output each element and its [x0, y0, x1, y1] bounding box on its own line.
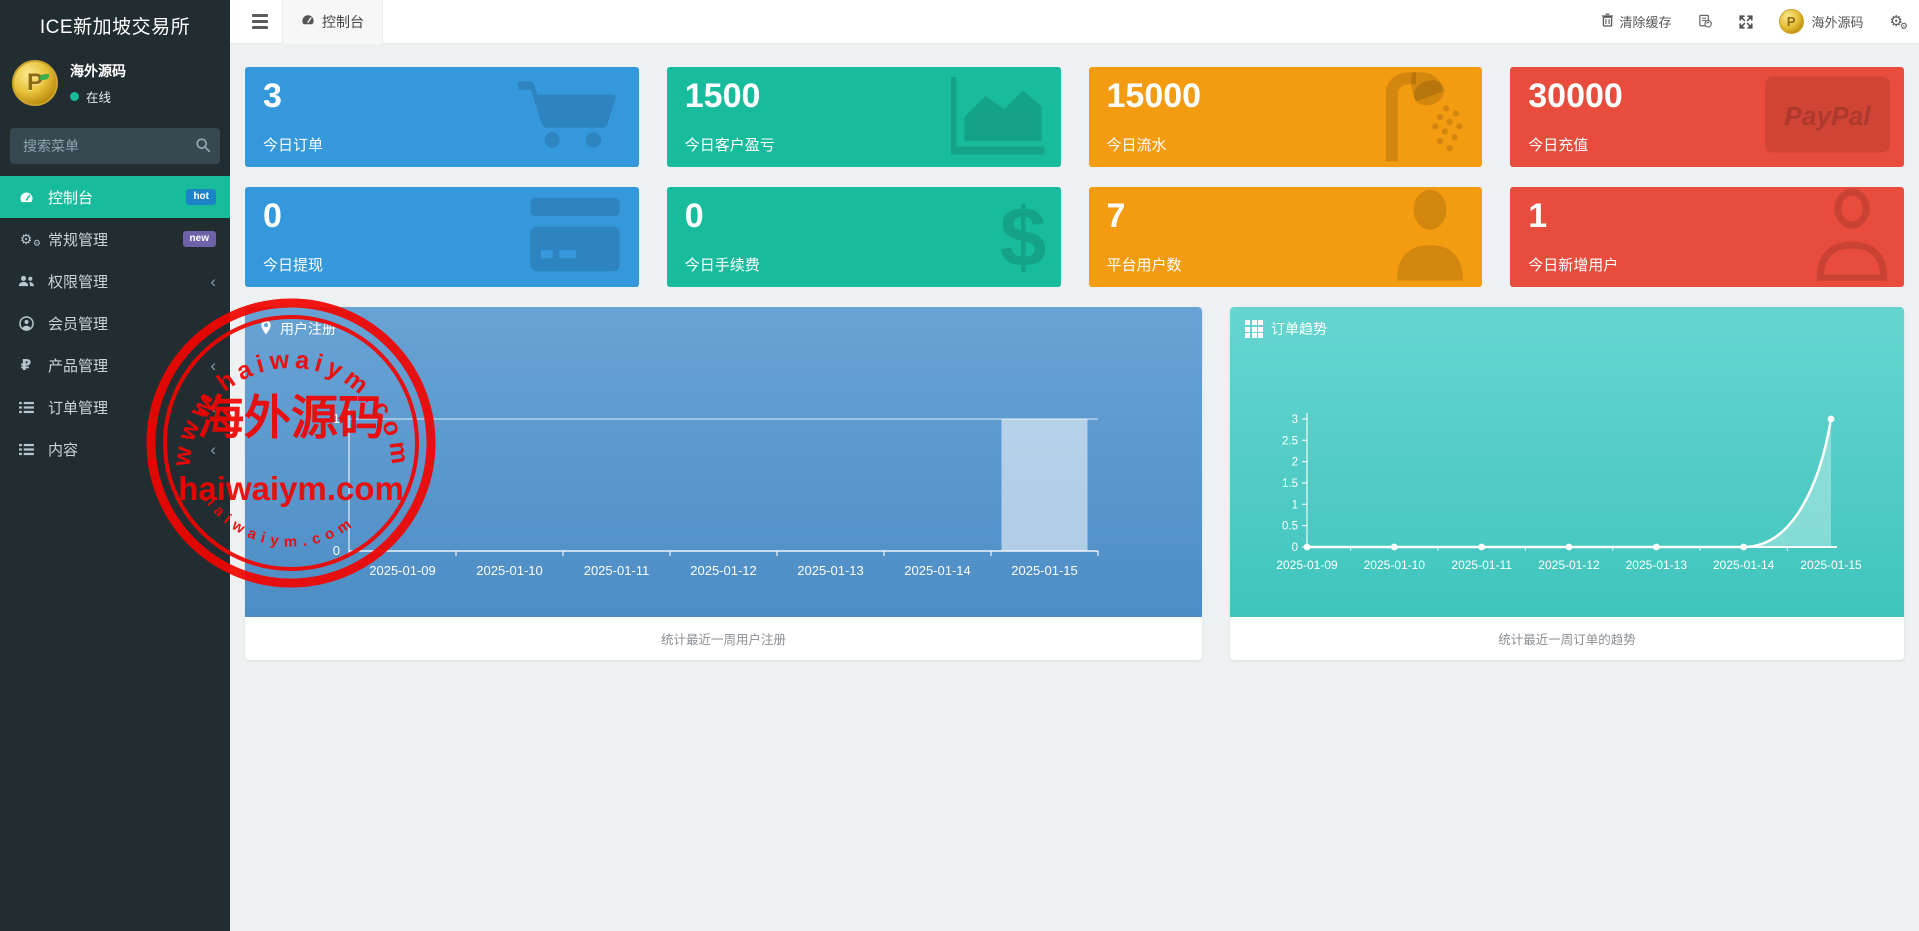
- svg-text:2025-01-15: 2025-01-15: [1800, 558, 1862, 572]
- user-outline-icon: [1814, 188, 1890, 286]
- new-badge: new: [182, 231, 216, 247]
- sidebar-item-members[interactable]: 会员管理 ‹: [0, 302, 230, 344]
- online-dot-icon: [70, 91, 79, 101]
- settings-gears-icon[interactable]: ⚙ ⚙: [1889, 13, 1908, 31]
- list-icon: [16, 401, 36, 414]
- cogs-icon: ⚙ ⚙: [19, 231, 41, 248]
- tab-dashboard[interactable]: 控制台: [282, 0, 383, 44]
- svg-text:1.5: 1.5: [1282, 478, 1298, 490]
- svg-text:1: 1: [1292, 499, 1298, 511]
- sidebar-menu: 控制台 hot ⚙ ⚙ 常规管理 new 权限管理 ‹ 会员管理 ‹: [0, 176, 230, 470]
- dashboard-icon: [16, 190, 36, 205]
- grid-icon: [1245, 320, 1263, 338]
- sidebar-user-name: 海外源码: [70, 62, 126, 79]
- svg-text:2025-01-14: 2025-01-14: [1713, 558, 1775, 572]
- panel-user-registration: 用户注册 0 1 2025-01-09 2025-01-10 2025-01-11 202…: [245, 307, 1202, 660]
- sidebar-user-panel: P 海外源码 在线: [0, 50, 230, 120]
- navbar-user-name: 海外源码: [1811, 15, 1864, 30]
- card-today-flow[interactable]: 15000 今日流水: [1088, 67, 1483, 167]
- check-update-icon[interactable]: [1698, 14, 1713, 29]
- svg-text:2025-01-11: 2025-01-11: [1451, 558, 1512, 572]
- svg-text:2025-01-09: 2025-01-09: [369, 563, 436, 578]
- search-input[interactable]: [10, 128, 220, 164]
- chart-title: 用户注册: [280, 321, 336, 337]
- user-circle-icon: [16, 315, 36, 331]
- svg-text:2: 2: [1292, 457, 1298, 469]
- svg-text:2025-01-15: 2025-01-15: [1011, 563, 1078, 578]
- card-today-orders[interactable]: 3 今日订单: [245, 67, 639, 167]
- shower-icon: [1376, 68, 1468, 167]
- sidebar-item-dashboard[interactable]: 控制台 hot: [0, 176, 230, 218]
- svg-text:2025-01-13: 2025-01-13: [1626, 558, 1688, 572]
- dashboard-content: 3 今日订单 1500 今日客户盈亏 15000 今日流水: [230, 44, 1919, 931]
- map-marker-icon: [260, 320, 272, 338]
- list-icon: [16, 443, 36, 456]
- chevron-left-icon: ‹: [210, 271, 216, 291]
- chevron-left-icon: ‹: [210, 439, 216, 459]
- card-today-withdraw[interactable]: 0 今日提现: [245, 187, 639, 287]
- navbar-user-menu[interactable]: P 海外源码: [1778, 9, 1864, 34]
- sidebar-item-auth[interactable]: 权限管理 ‹: [0, 260, 230, 302]
- hot-badge: hot: [186, 189, 216, 205]
- sidebar-item-general[interactable]: ⚙ ⚙ 常规管理 new: [0, 218, 230, 260]
- leaf-icon: [40, 74, 49, 80]
- svg-text:0: 0: [333, 543, 340, 558]
- card-today-fee[interactable]: 0 今日手续费 $: [666, 187, 1061, 287]
- chevron-left-icon: ‹: [210, 355, 216, 375]
- card-today-pnl[interactable]: 1500 今日客户盈亏: [666, 67, 1061, 167]
- sidebar-user-status: 在线: [70, 87, 126, 106]
- top-navbar: 控制台 清除缓存 P 海外源码 ⚙ ⚙: [230, 0, 1919, 44]
- svg-text:2025-01-12: 2025-01-12: [1538, 558, 1600, 572]
- avatar: P: [12, 60, 58, 106]
- ruble-icon: ₽: [20, 357, 32, 374]
- area-chart-icon: [950, 75, 1047, 160]
- clear-cache-button[interactable]: 清除缓存: [1601, 12, 1672, 31]
- order-trend-chart: 0 0.5 1 1.5 2 2.5 3 2025-01-09 2025-01-10 2025-01…: [1276, 413, 1862, 572]
- sidebar-item-content[interactable]: 内容 ‹: [0, 428, 230, 470]
- chevron-left-icon: ‹: [210, 313, 216, 333]
- main-area: 控制台 清除缓存 P 海外源码 ⚙ ⚙: [230, 0, 1919, 931]
- sidebar: ICE新加坡交易所 P 海外源码 在线: [0, 0, 230, 931]
- sidebar-toggle-button[interactable]: [238, 0, 282, 44]
- user-registration-chart: 0 1 2025-01-09 2025-01-10 2025-01-11 2025-01-…: [333, 409, 1099, 578]
- chart-caption: 统计最近一周用户注册: [245, 617, 1202, 660]
- brand-title: ICE新加坡交易所: [39, 16, 191, 38]
- svg-text:2025-01-12: 2025-01-12: [690, 563, 757, 578]
- sidebar-item-orders[interactable]: 订单管理 ‹: [0, 386, 230, 428]
- credit-card-icon: [525, 193, 625, 282]
- user-icon: [1392, 189, 1468, 286]
- svg-text:0.5: 0.5: [1282, 521, 1298, 533]
- svg-text:0: 0: [1292, 542, 1298, 554]
- svg-text:1: 1: [333, 411, 340, 426]
- panel-order-trend: 订单趋势 0 0.5 1 1.5 2 2.5 3 2025-01-09 2025-01-10 20…: [1230, 307, 1904, 660]
- fullscreen-icon[interactable]: [1738, 14, 1753, 29]
- chevron-left-icon: ‹: [210, 397, 216, 417]
- chart-title: 订单趋势: [1271, 321, 1327, 337]
- card-today-new-users[interactable]: 1 今日新增用户: [1510, 187, 1904, 287]
- svg-text:2025-01-10: 2025-01-10: [476, 563, 543, 578]
- chart-caption: 统计最近一周订单的趋势: [1230, 617, 1904, 660]
- svg-text:2025-01-10: 2025-01-10: [1364, 558, 1426, 572]
- dollar-icon: $: [999, 190, 1047, 284]
- svg-text:2025-01-13: 2025-01-13: [797, 563, 864, 578]
- svg-text:PayPal: PayPal: [1784, 101, 1871, 131]
- menu-search: [10, 128, 220, 164]
- search-icon[interactable]: [194, 137, 212, 155]
- svg-text:2025-01-14: 2025-01-14: [904, 563, 971, 578]
- sidebar-item-products[interactable]: ₽ 产品管理 ‹: [0, 344, 230, 386]
- svg-text:3: 3: [1292, 414, 1298, 426]
- cc-paypal-icon: PayPal: [1765, 76, 1890, 158]
- card-today-recharge[interactable]: 30000 今日充值 PayPal: [1510, 67, 1904, 167]
- svg-text:2.5: 2.5: [1282, 435, 1298, 447]
- svg-text:2025-01-09: 2025-01-09: [1276, 558, 1338, 572]
- card-platform-users[interactable]: 7 平台用户数: [1088, 187, 1483, 287]
- avatar: P: [1778, 9, 1804, 34]
- shopping-cart-icon: [515, 76, 625, 159]
- trash-icon: [1601, 13, 1614, 30]
- svg-text:2025-01-11: 2025-01-11: [584, 563, 650, 578]
- dashboard-icon: [301, 13, 315, 30]
- users-icon: [16, 274, 36, 288]
